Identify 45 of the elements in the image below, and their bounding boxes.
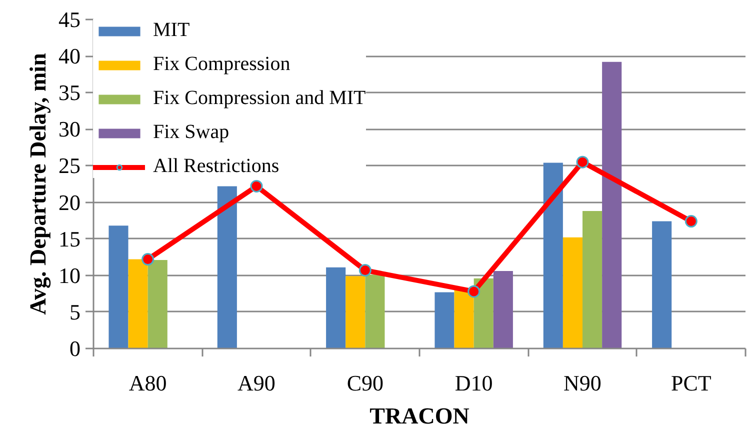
y-tick-label: 40 <box>58 44 80 69</box>
y-tick-label: 30 <box>58 116 80 142</box>
point <box>684 215 698 228</box>
legend-label: Fix Compression <box>153 53 290 76</box>
bar <box>562 237 582 348</box>
bar <box>582 211 602 348</box>
bar <box>148 260 168 348</box>
x-tick-label: PCT <box>670 370 712 396</box>
bar <box>365 274 385 348</box>
y-tick-label: 15 <box>58 226 80 252</box>
legend-label: Fix Swap <box>153 121 230 144</box>
legend-label: Fix Compression and MIT <box>153 87 366 110</box>
x-tick-label: D10 <box>454 370 493 396</box>
bar <box>543 162 563 348</box>
y-tick-label: 5 <box>70 299 80 324</box>
x-tick-label: C90 <box>346 370 384 396</box>
legend-label: All Restrictions <box>153 155 280 178</box>
bar <box>493 271 513 348</box>
x-axis-title: TRACON <box>370 404 470 428</box>
y-tick-label: 45 <box>58 7 80 32</box>
bar <box>326 267 346 348</box>
x-tick-label: A90 <box>238 370 276 396</box>
bar <box>454 289 474 348</box>
point <box>142 253 154 266</box>
y-axis-title: Avg. Departure Delay, min <box>26 52 52 315</box>
bar <box>128 259 148 348</box>
point <box>576 156 589 168</box>
bar <box>474 278 494 348</box>
bar <box>434 292 454 348</box>
point <box>468 285 480 298</box>
y-tick-label: 20 <box>58 190 80 215</box>
legend-label: MIT <box>153 19 190 42</box>
x-tick-label: A80 <box>128 370 167 396</box>
y-tick-label: 25 <box>58 153 80 178</box>
bar <box>652 221 672 348</box>
point <box>250 180 263 192</box>
bar <box>217 186 237 348</box>
bar <box>108 226 128 348</box>
bar <box>346 276 366 348</box>
y-tick-label: 0 <box>70 336 80 361</box>
y-tick-label: 35 <box>58 80 80 106</box>
point <box>358 264 372 277</box>
x-tick-label: N90 <box>564 370 602 396</box>
bar <box>602 62 622 348</box>
y-tick-label: 10 <box>58 262 80 288</box>
